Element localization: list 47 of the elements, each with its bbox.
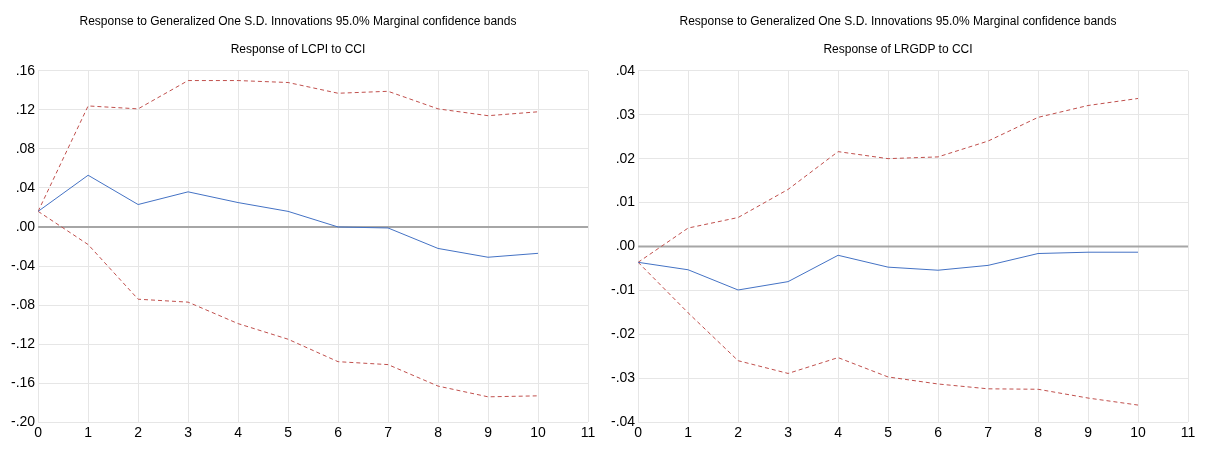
x-tick-label: 4 xyxy=(234,424,243,441)
y-tick-label: .00 xyxy=(615,237,636,254)
x-tick-label: 5 xyxy=(884,424,893,441)
y-tick-label: -.04 xyxy=(11,256,36,273)
y-tick-label: -.03 xyxy=(611,369,636,386)
x-tick-label: 8 xyxy=(1034,424,1043,441)
x-tick-label: 2 xyxy=(734,424,743,441)
x-tick-label: 2 xyxy=(134,424,143,441)
x-tick-label: 0 xyxy=(634,424,643,441)
y-tick-label: -.16 xyxy=(11,374,36,391)
x-tick-label: 11 xyxy=(580,424,596,441)
y-tick-label: .08 xyxy=(15,139,36,156)
x-tick-label: 4 xyxy=(834,424,843,441)
y-tick-label: .02 xyxy=(615,149,636,166)
y-tick-label: -.04 xyxy=(611,413,636,430)
chart-title: Response to Generalized One S.D. Innovations 95.0% Marginal confidence bands xyxy=(679,13,1117,28)
x-tick-label: 6 xyxy=(934,424,943,441)
x-tick-label: 9 xyxy=(484,424,493,441)
x-tick-label: 7 xyxy=(984,424,993,441)
x-tick-label: 5 xyxy=(284,424,293,441)
y-tick-label: -.01 xyxy=(611,281,636,298)
y-tick-label: -.02 xyxy=(611,325,636,342)
y-tick-label: .16 xyxy=(15,61,36,78)
x-tick-label: 8 xyxy=(434,424,443,441)
y-tick-label: -.08 xyxy=(11,295,36,312)
y-tick-label: -.20 xyxy=(11,413,36,430)
x-tick-label: 9 xyxy=(1084,424,1093,441)
x-tick-label: 3 xyxy=(784,424,793,441)
x-tick-label: 3 xyxy=(184,424,193,441)
chart-title: Response to Generalized One S.D. Innovations 95.0% Marginal confidence bands xyxy=(79,13,517,28)
y-tick-label: .12 xyxy=(15,100,36,117)
y-tick-label: .04 xyxy=(615,61,636,78)
y-tick-label: .00 xyxy=(15,217,36,234)
chart-subtitle: Response of LRGDP to CCI xyxy=(823,41,973,56)
x-tick-label: 1 xyxy=(84,424,93,441)
x-tick-label: 0 xyxy=(34,424,43,441)
x-tick-label: 11 xyxy=(1180,424,1196,441)
y-tick-label: .04 xyxy=(15,178,36,195)
x-tick-label: 7 xyxy=(384,424,393,441)
y-tick-label: -.12 xyxy=(11,334,36,351)
y-tick-label: .01 xyxy=(615,193,636,210)
x-tick-label: 1 xyxy=(684,424,693,441)
chart-subtitle: Response of LCPI to CCI xyxy=(230,41,366,56)
x-tick-label: 10 xyxy=(1130,424,1147,441)
y-tick-label: .03 xyxy=(615,105,636,122)
x-tick-label: 6 xyxy=(334,424,343,441)
x-tick-label: 10 xyxy=(530,424,547,441)
